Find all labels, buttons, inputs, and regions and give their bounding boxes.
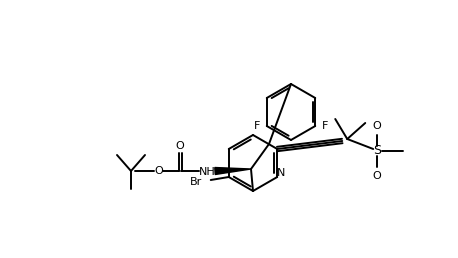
Text: Br: Br: [190, 177, 202, 187]
Text: O: O: [155, 166, 164, 176]
Text: O: O: [373, 171, 382, 181]
Text: N: N: [277, 168, 285, 178]
Text: O: O: [373, 121, 382, 131]
Polygon shape: [215, 167, 251, 174]
Text: O: O: [175, 141, 185, 151]
Text: F: F: [254, 121, 260, 131]
Text: F: F: [322, 121, 328, 131]
Text: NH: NH: [199, 167, 215, 177]
Text: S: S: [373, 144, 381, 157]
